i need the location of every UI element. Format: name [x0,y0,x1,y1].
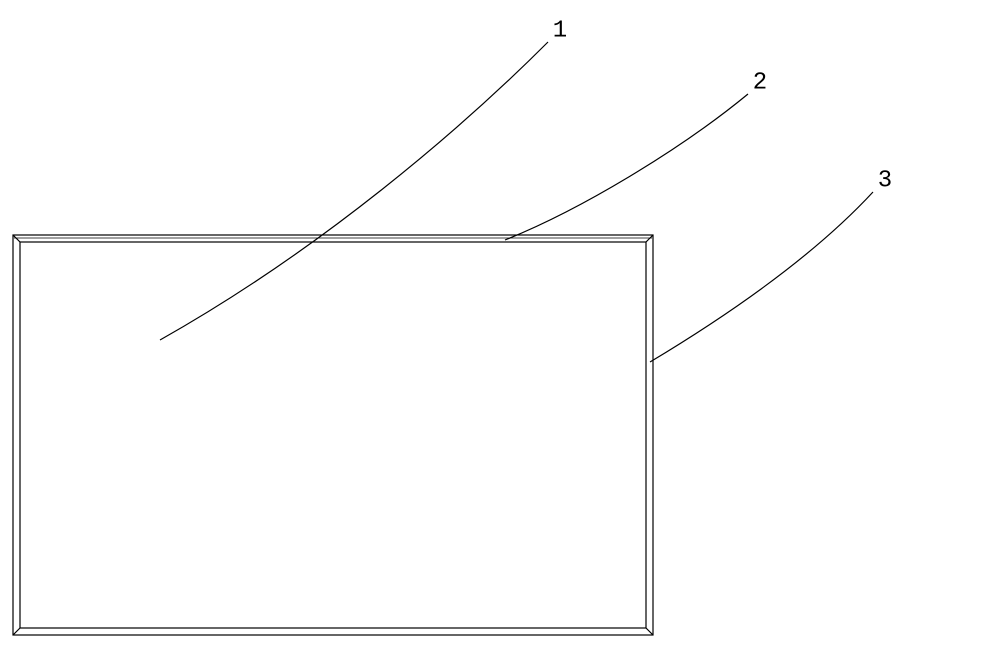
callout-leader-2 [505,94,748,240]
panel-miter-line-1 [646,235,653,242]
callout-1: 1 [160,17,567,340]
callout-leader-1 [160,42,548,340]
callout-label-2: 2 [753,69,767,96]
callout-3: 3 [650,167,892,362]
callout-leader-3 [650,192,873,362]
panel-miter-line-0 [13,235,20,242]
callout-2: 2 [505,69,767,240]
panel-miter-line-2 [13,628,20,635]
panel-miter-line-3 [646,628,653,635]
panel-frame [13,235,653,635]
diagram-canvas: 1 2 3 [0,0,1000,652]
panel-outer-rect [13,235,653,635]
panel-inner-rect [20,242,646,628]
callout-label-1: 1 [553,17,567,44]
callout-label-3: 3 [878,167,892,194]
